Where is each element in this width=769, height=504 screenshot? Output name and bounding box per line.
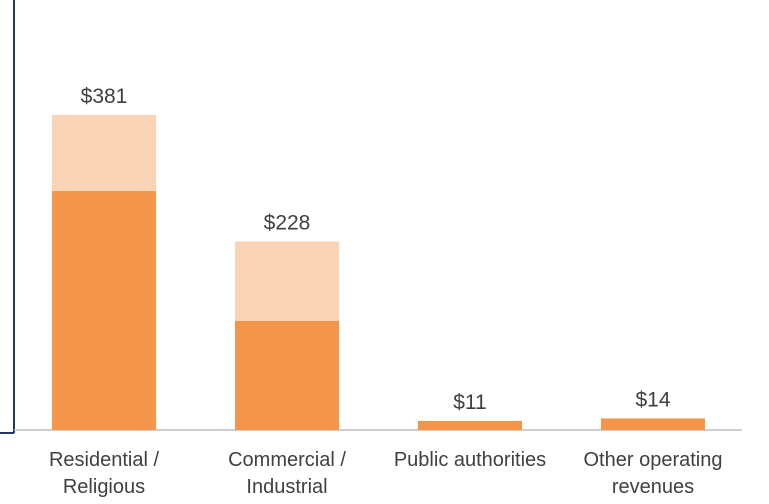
category-label-3-line-1: revenues (612, 476, 694, 498)
bar-segment-2-0 (418, 420, 522, 430)
data-label-1: $228 (264, 211, 311, 234)
bar-segment-1-0 (235, 320, 339, 430)
category-label-0-line-0: Residential / (49, 449, 160, 471)
bar-segment-0-1 (52, 114, 156, 192)
category-label-0-line-1: Religious (63, 476, 145, 498)
bar-segment-1-1 (235, 241, 339, 321)
bar-segment-0-0 (52, 191, 156, 430)
category-label-1-line-1: Industrial (246, 476, 327, 498)
category-label-3-line-0: Other operating (584, 449, 723, 471)
bars-group (52, 114, 705, 430)
data-labels-group: $381 $228 $11 $14 (81, 85, 671, 414)
category-label-1-line-0: Commercial / (228, 449, 346, 471)
data-label-2: $11 (453, 391, 486, 414)
category-labels-group: Residential / Religious Commercial / Indust… (49, 449, 723, 498)
category-label-2-line-0: Public authorities (394, 449, 546, 471)
data-label-0: $381 (81, 85, 128, 108)
data-label-3: $14 (635, 388, 670, 411)
bar-segment-3-0 (601, 418, 705, 430)
